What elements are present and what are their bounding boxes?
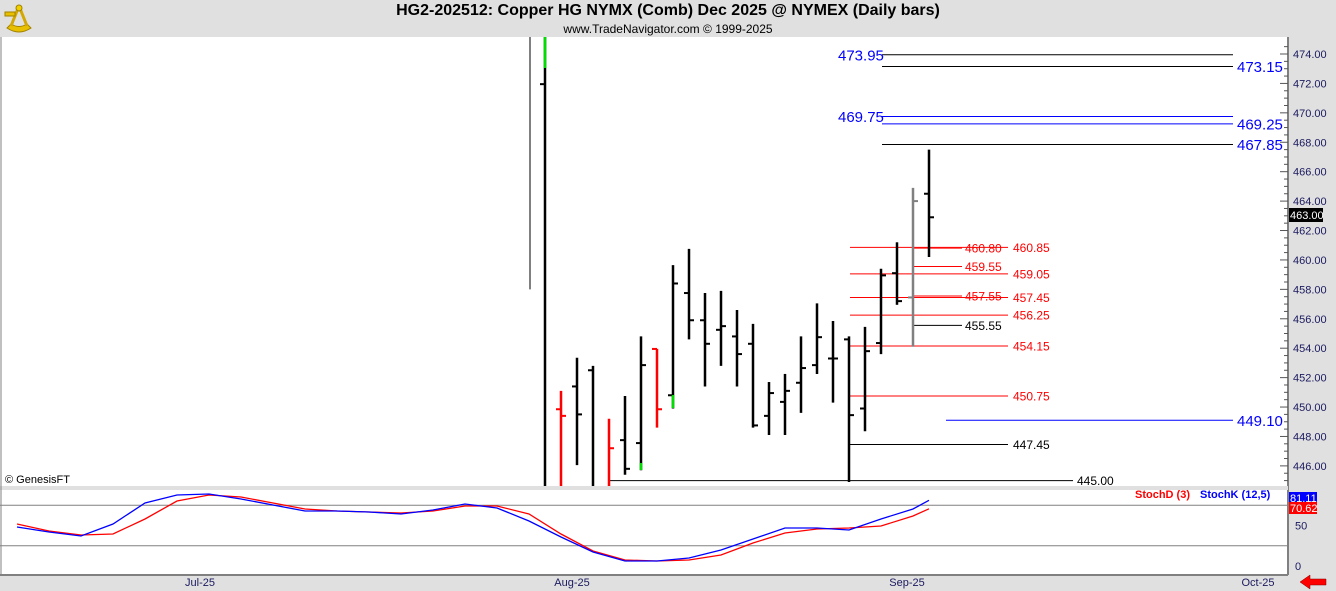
y-tick-label: 452.00 xyxy=(1293,373,1327,385)
ohlc-bar xyxy=(860,326,870,432)
ohlc-bar xyxy=(572,357,582,466)
ohlc-bar xyxy=(607,418,614,486)
copyright-label: © GenesisFT xyxy=(5,474,70,486)
level-label: 447.45 xyxy=(1013,438,1050,452)
level-label: 473.15 xyxy=(1237,59,1283,76)
ohlc-bar xyxy=(620,396,630,475)
stochk-value-box xyxy=(1289,492,1317,504)
red-left-arrow-icon[interactable] xyxy=(1299,574,1327,590)
y-tick-label: 454.00 xyxy=(1293,343,1327,355)
y-tick-label: 472.00 xyxy=(1293,78,1327,90)
level-label: 459.05 xyxy=(1013,267,1050,281)
chart-subtitle: www.TradeNavigator.com © 1999-2025 xyxy=(563,22,773,36)
ohlc-bar xyxy=(588,365,595,486)
y-tick-label: 466.00 xyxy=(1293,167,1327,179)
ohlc-bar xyxy=(652,347,662,428)
level-label: 450.75 xyxy=(1013,390,1050,404)
level-label: 457.55 xyxy=(965,290,1002,304)
level-label: 454.15 xyxy=(1013,340,1050,354)
price-axis: 446.00 448.00 450.00 452.00 454.00 456.00 458.… xyxy=(1280,46,1327,482)
ohlc-bar xyxy=(764,382,774,435)
ohlc-bar xyxy=(828,320,838,403)
level-label: 460.85 xyxy=(1013,241,1050,255)
ohlc-bar xyxy=(540,37,547,486)
y-tick-label: 458.00 xyxy=(1293,284,1327,296)
level-label: 467.85 xyxy=(1237,137,1283,154)
ohlc-bar xyxy=(556,390,566,486)
ohlc-bar xyxy=(700,293,710,387)
x-tick-label: Oct-25 xyxy=(1241,577,1274,589)
level-label: 457.45 xyxy=(1013,291,1050,305)
stochd-value-box xyxy=(1289,502,1317,514)
level-label: 469.25 xyxy=(1237,117,1283,134)
ohlc-bar xyxy=(684,248,694,340)
stochk-legend: StochK (12,5) xyxy=(1200,489,1271,501)
date-axis: Jul-25 Aug-25 Sep-25 Oct-25 xyxy=(185,577,1274,589)
ohlc-bar xyxy=(908,187,918,347)
ohlc-bar xyxy=(844,336,854,483)
level-label: 459.55 xyxy=(965,260,1002,274)
y-tick-label: 456.00 xyxy=(1293,314,1327,326)
y-tick-label: 446.00 xyxy=(1293,461,1327,473)
chart-title: HG2-202512: Copper HG NYMX (Comb) Dec 20… xyxy=(396,2,940,19)
ohlc-bar xyxy=(780,373,790,435)
stoch-tick-label: 50 xyxy=(1295,521,1307,533)
level-label: 469.75 xyxy=(838,109,884,126)
x-tick-label: Aug-25 xyxy=(554,577,589,589)
stoch-tick-label: 0 xyxy=(1295,561,1301,573)
y-tick-label: 462.00 xyxy=(1293,226,1327,238)
ohlc-bar xyxy=(716,290,726,366)
sextant-icon xyxy=(3,2,35,39)
stochk-line xyxy=(16,493,930,562)
last-price-label: 463.00 xyxy=(1290,210,1324,222)
y-tick-label: 470.00 xyxy=(1293,108,1327,120)
level-label: 449.10 xyxy=(1237,413,1283,430)
ohlc-bar xyxy=(748,323,758,428)
y-tick-label: 474.00 xyxy=(1293,49,1327,61)
y-tick-label: 460.00 xyxy=(1293,255,1327,267)
level-label: 445.00 xyxy=(1077,474,1114,488)
y-tick-label: 464.00 xyxy=(1293,196,1327,208)
y-tick-label: 450.00 xyxy=(1293,402,1327,414)
level-label: 460.80 xyxy=(965,242,1002,256)
y-tick-label: 448.00 xyxy=(1293,431,1327,443)
ohlc-bar xyxy=(732,309,742,387)
level-label: 473.95 xyxy=(838,47,884,64)
ohlc-bar xyxy=(876,268,886,355)
stochd-legend: StochD (3) xyxy=(1135,489,1190,501)
price-panel xyxy=(0,37,1288,486)
y-tick-label: 468.00 xyxy=(1293,137,1327,149)
ohlc-bar xyxy=(796,336,806,413)
stoch-indicator: 50 0 xyxy=(0,493,1307,573)
stoch-panel xyxy=(0,490,1288,575)
last-price-box xyxy=(1289,208,1323,222)
ohlc-bar xyxy=(892,242,902,305)
level-lines: 473.95 473.15 469.75 469.25 467.85 460.80 460.… xyxy=(609,47,1283,488)
stochd-value: 70.62 xyxy=(1290,503,1318,515)
level-label: 455.55 xyxy=(965,319,1002,333)
x-tick-label: Jul-25 xyxy=(185,577,215,589)
price-bars xyxy=(529,37,934,486)
x-tick-label: Sep-25 xyxy=(889,577,924,589)
ohlc-bar xyxy=(812,303,822,374)
ohlc-bar xyxy=(924,149,934,257)
level-label: 456.25 xyxy=(1013,309,1050,323)
ohlc-bar xyxy=(636,336,646,471)
